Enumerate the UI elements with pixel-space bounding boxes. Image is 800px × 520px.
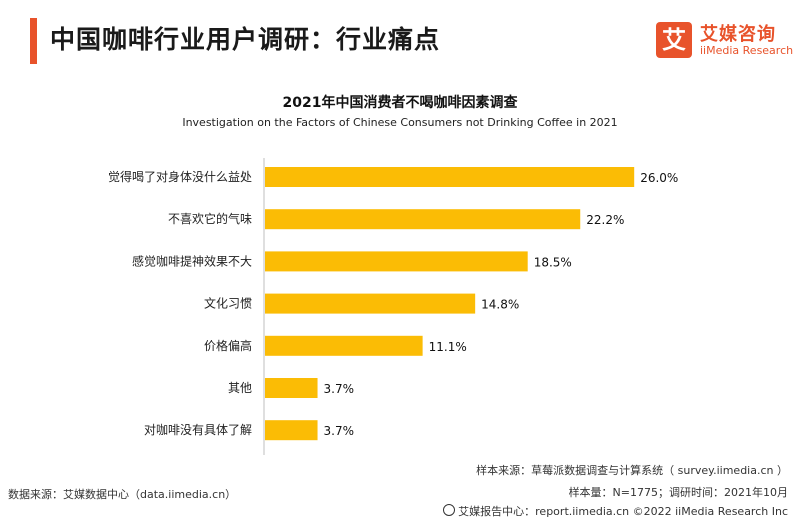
page-title: 中国咖啡行业用户调研：行业痛点 bbox=[50, 25, 441, 54]
report-footer-text: 艾媒报告中心：report.iimedia.cn ©2022 iiMedia R… bbox=[458, 505, 788, 518]
globe-icon bbox=[443, 504, 456, 516]
bar bbox=[265, 167, 635, 187]
category-label: 价格偏高 bbox=[204, 338, 252, 353]
category-label: 对咖啡没有具体了解 bbox=[144, 422, 252, 437]
category-label: 觉得喝了对身体没什么益处 bbox=[108, 169, 252, 184]
bar-chart: 觉得喝了对身体没什么益处 26.0% 不喜欢它的气味 22.2% 感觉咖啡提神效果不大 1… bbox=[108, 158, 678, 455]
chart-subtitle: Investigation on the Factors of Chinese … bbox=[182, 116, 618, 129]
logo-text-en: iiMedia Research bbox=[700, 44, 794, 57]
value-label: 3.7% bbox=[324, 424, 355, 438]
value-label: 11.1% bbox=[429, 340, 467, 354]
report-footer: 艾媒报告中心：report.iimedia.cn ©2022 iiMedia R… bbox=[443, 503, 788, 519]
category-label: 感觉咖啡提神效果不大 bbox=[132, 253, 252, 268]
category-label: 文化习惯 bbox=[204, 296, 252, 311]
value-label: 22.2% bbox=[586, 213, 624, 227]
iimedia-logo: 艾 艾媒咨询 iiMedia Research bbox=[656, 20, 796, 64]
value-label: 26.0% bbox=[640, 171, 678, 185]
bar bbox=[265, 335, 423, 356]
data-source: 数据来源：艾媒数据中心（data.iimedia.cn） bbox=[8, 488, 237, 501]
sample-source: 样本来源：草莓派数据调查与计算系统（ survey.iimedia.cn ） bbox=[476, 464, 788, 477]
category-label: 不喜欢它的气味 bbox=[168, 211, 252, 226]
bar bbox=[265, 209, 581, 230]
bar bbox=[265, 420, 318, 441]
title-accent-bar bbox=[30, 18, 37, 64]
category-label: 其他 bbox=[228, 381, 252, 395]
sample-size: 样本量：N=1775；调研时间：2021年10月 bbox=[568, 486, 788, 499]
value-label: 18.5% bbox=[534, 255, 572, 269]
bar bbox=[265, 293, 476, 314]
logo-text-cn: 艾媒咨询 bbox=[700, 24, 776, 45]
value-label: 14.8% bbox=[481, 298, 519, 312]
bar bbox=[265, 251, 528, 272]
chart-title: 2021年中国消费者不喝咖啡因素调查 bbox=[282, 95, 518, 111]
value-label: 3.7% bbox=[324, 382, 355, 396]
logo-mark-icon: 艾 bbox=[656, 22, 692, 58]
bar bbox=[265, 378, 318, 398]
